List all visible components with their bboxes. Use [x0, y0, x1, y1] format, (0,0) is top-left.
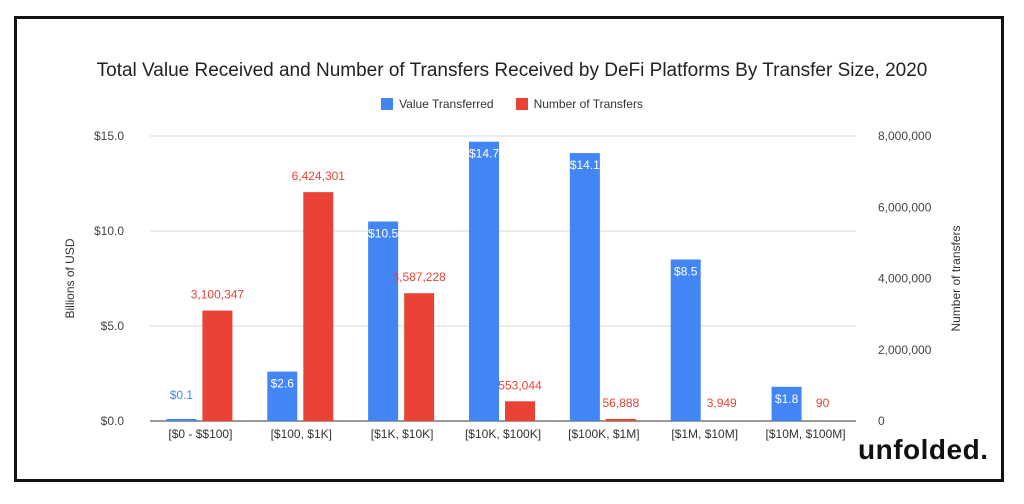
y-tick-label: $15.0: [94, 129, 124, 143]
data-label-value: $14.7: [469, 147, 499, 161]
y2-tick-label: 0: [878, 414, 885, 428]
legend-swatch-value: [381, 98, 394, 110]
data-label-value: $0.1: [170, 388, 194, 402]
y2-tick-label: 8,000,000: [878, 129, 932, 143]
bar-value-transferred: [771, 386, 802, 421]
legend-label-value: Value Transferred: [399, 97, 494, 111]
y2-tick-label: 6,000,000: [878, 200, 932, 214]
y-tick-label: $5.0: [101, 319, 125, 333]
data-label-transfers: 553,044: [498, 378, 542, 392]
y-tick-label: $0.0: [101, 414, 125, 428]
data-label-value: $1.8: [775, 392, 799, 406]
bar-value-transferred: [166, 419, 197, 421]
bar-number-of-transfers: [404, 293, 435, 421]
y-axis-title: Billions of USD: [63, 238, 77, 318]
data-label-value: $8.5: [674, 265, 698, 279]
data-label-value: $2.6: [271, 377, 295, 391]
x-tick-label: [$100K, $1M]: [568, 427, 639, 441]
x-tick-label: [$10M, $100M]: [766, 427, 846, 441]
x-tick-label: [$100, $1K]: [271, 427, 332, 441]
bar-number-of-transfers: [303, 192, 334, 421]
y-tick-label: $10.0: [94, 224, 124, 238]
y2-tick-label: 2,000,000: [878, 343, 932, 357]
x-tick-label: [$1K, $10K]: [371, 427, 434, 441]
chart-title: Total Value Received and Number of Trans…: [96, 60, 928, 81]
bar-value-transferred: [368, 221, 399, 421]
chart-legend: Value Transferred Number of Transfers: [0, 97, 1024, 111]
data-label-transfers: 90: [816, 396, 830, 410]
bar-number-of-transfers: [505, 401, 535, 421]
y2-tick-label: 4,000,000: [878, 272, 932, 286]
bar-value-transferred: [267, 371, 298, 421]
legend-label-transfers: Number of Transfers: [533, 97, 643, 111]
data-label-transfers: 3,587,228: [392, 270, 446, 284]
y2-axis-title: Number of transfers: [949, 225, 963, 331]
x-tick-label: [$10K, $100K]: [465, 427, 541, 441]
data-label-value: $14.1: [570, 158, 600, 172]
legend-item-transfers: Number of Transfers: [515, 97, 643, 111]
bar-value-transferred: [670, 259, 701, 421]
data-label-transfers: 3,949: [707, 396, 737, 410]
legend-item-value: Value Transferred: [381, 97, 494, 111]
brand-logo: unfolded.: [858, 434, 989, 465]
legend-swatch-transfers: [515, 98, 528, 110]
bar-value-transferred: [569, 153, 600, 421]
bar-value-transferred: [469, 141, 499, 421]
data-label-transfers: 3,100,347: [191, 288, 245, 302]
x-tick-label: [$1M, $10M]: [671, 427, 738, 441]
x-tick-label: [$0 - $$100]: [168, 427, 232, 441]
data-label-value: $10.5: [368, 227, 398, 241]
data-label-transfers: 56,888: [603, 396, 640, 410]
bar-number-of-transfers: [202, 310, 233, 421]
bar-number-of-transfers: [605, 418, 636, 421]
data-label-transfers: 6,424,301: [292, 169, 346, 183]
